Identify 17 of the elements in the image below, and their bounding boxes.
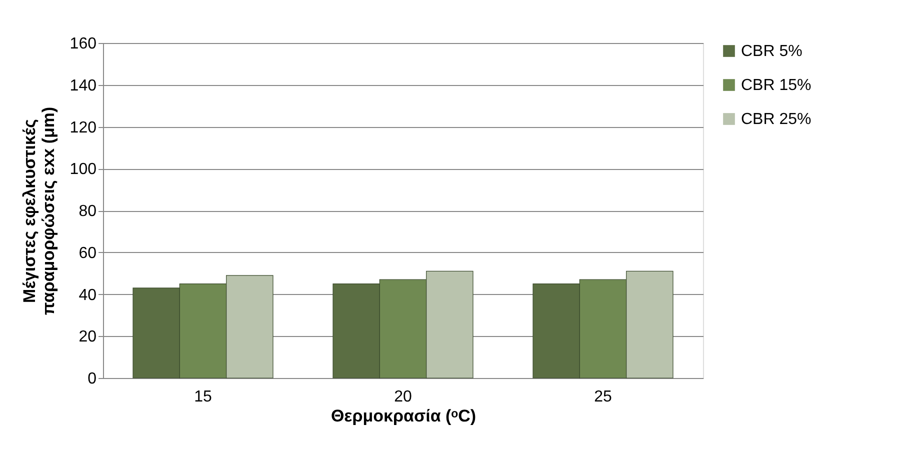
y-tick-label: 0 [88, 370, 97, 388]
y-tick-label: 40 [78, 286, 97, 304]
x-tick-label: 20 [394, 388, 412, 406]
y-tick-label: 160 [70, 36, 97, 52]
legend-label: CBR 25% [741, 111, 812, 128]
x-tick-label: 15 [194, 388, 212, 406]
y-tick-label: 20 [78, 328, 97, 346]
y-tick-label: 100 [70, 161, 97, 178]
y-tick-label: 60 [78, 244, 97, 262]
x-axis-title: Θερμοκρασία (ᵒC) [330, 406, 476, 426]
y-tick-label: 80 [78, 203, 97, 220]
y-tick-label: 140 [70, 77, 97, 94]
legend-label: CBR 5% [741, 43, 802, 60]
y-axis-title: Μέγιστες εφελκυστικές παραμορφώσεις εxx (μm) [20, 106, 58, 316]
x-tick-label: 25 [594, 388, 612, 406]
y-tick-label: 120 [70, 119, 97, 136]
legend-label: CBR 15% [741, 77, 812, 94]
